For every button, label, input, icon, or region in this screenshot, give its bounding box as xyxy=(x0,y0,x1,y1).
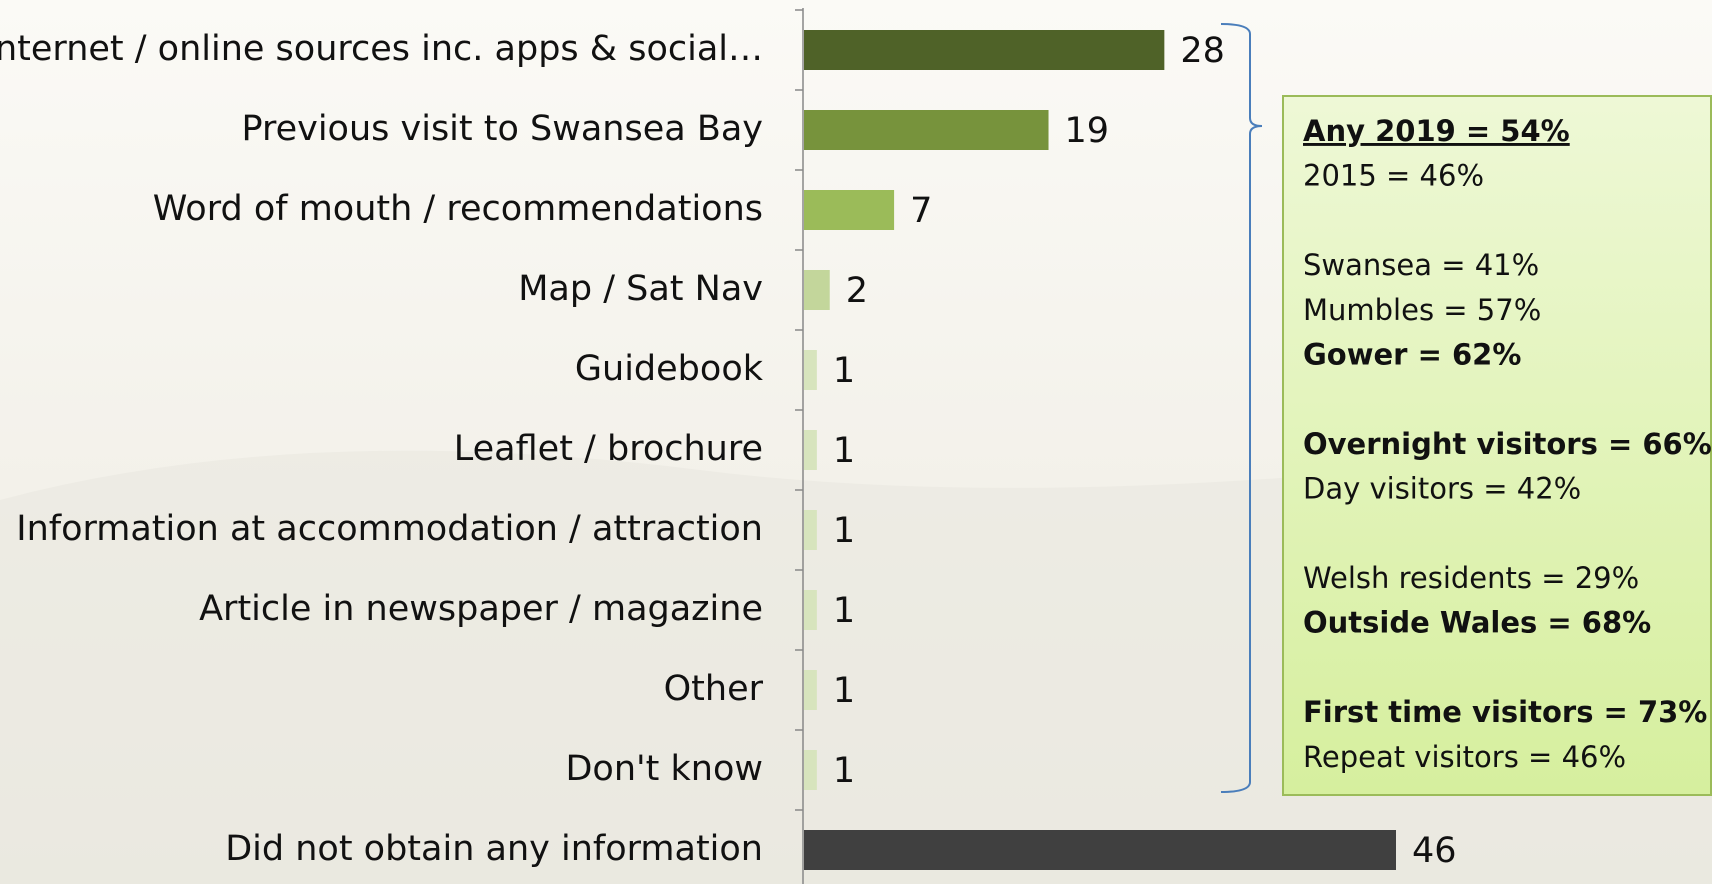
value-label: 1 xyxy=(833,351,855,391)
annotation-line: Outside Wales = 68% xyxy=(1303,606,1651,640)
annotation-line: Overnight visitors = 66% xyxy=(1303,427,1712,461)
annotation-line: First time visitors = 73% xyxy=(1303,695,1707,729)
annotation-line: Repeat visitors = 46% xyxy=(1303,740,1626,774)
annotation-line: Swansea = 41% xyxy=(1303,248,1539,282)
category-label: Don't know xyxy=(565,749,763,789)
value-label: 1 xyxy=(833,751,855,791)
category-label: Guidebook xyxy=(575,349,764,389)
annotation-line: Day visitors = 42% xyxy=(1303,472,1581,506)
value-label: 1 xyxy=(833,591,855,631)
annotation-line: Any 2019 = 54% xyxy=(1303,114,1570,148)
bar xyxy=(804,430,817,470)
category-label: Leaflet / brochure xyxy=(454,429,763,469)
category-label: Other xyxy=(664,669,764,709)
annotation-line: Mumbles = 57% xyxy=(1303,293,1541,327)
category-label: Did not obtain any information xyxy=(225,829,763,869)
bar xyxy=(804,30,1164,70)
bar xyxy=(804,830,1396,870)
value-label: 1 xyxy=(833,431,855,471)
value-label: 19 xyxy=(1065,111,1110,151)
value-label: 1 xyxy=(833,511,855,551)
value-label: 1 xyxy=(833,671,855,711)
bar xyxy=(804,270,830,310)
bar xyxy=(804,110,1049,150)
bar xyxy=(804,670,817,710)
chart: Any 2019 = 54% 2015 = 46% Swansea = 41% Mum… xyxy=(0,0,1712,884)
category-label: Previous visit to Swansea Bay xyxy=(241,109,763,149)
category-label: Article in newspaper / magazine xyxy=(199,589,763,629)
annotation-line: Gower = 62% xyxy=(1303,338,1521,372)
annotation-line: 2015 = 46% xyxy=(1303,159,1484,193)
bar xyxy=(804,190,894,230)
bar xyxy=(804,750,817,790)
bar xyxy=(804,350,817,390)
category-label: Internet / online sources inc. apps & so… xyxy=(0,29,763,69)
annotation-line: Welsh residents = 29% xyxy=(1303,561,1639,595)
value-label: 46 xyxy=(1412,831,1457,871)
category-label: Information at accommodation / attractio… xyxy=(16,509,763,549)
category-label: Map / Sat Nav xyxy=(518,269,763,309)
bar xyxy=(804,510,817,550)
category-label: Word of mouth / recommendations xyxy=(153,189,763,229)
value-label: 28 xyxy=(1180,31,1225,71)
value-label: 2 xyxy=(846,271,868,311)
value-label: 7 xyxy=(910,191,932,231)
bar xyxy=(804,590,817,630)
